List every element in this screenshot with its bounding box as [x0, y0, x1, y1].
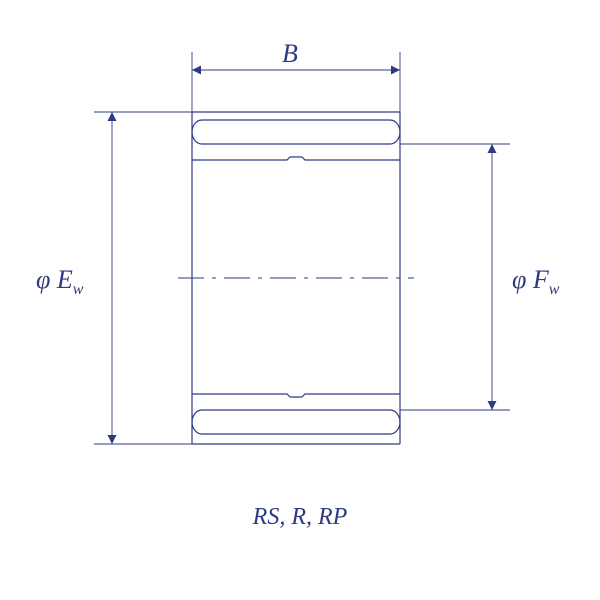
dim-ew-label: φ Ew	[36, 265, 84, 298]
caption: RS, R, RP	[252, 504, 348, 530]
dim-fw-label: φ Fw	[512, 265, 560, 298]
dim-b-label: B	[282, 39, 298, 68]
